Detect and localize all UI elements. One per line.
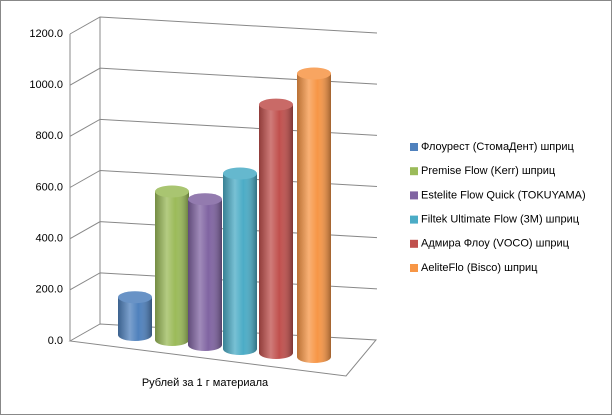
grid-line [69, 67, 378, 86]
bar-top-shade [297, 67, 331, 80]
legend-swatch [410, 239, 418, 248]
bar-top-shade [259, 98, 293, 111]
bar-shade [155, 191, 189, 346]
legend-swatch [410, 264, 418, 272]
bar-top-shade [223, 167, 257, 180]
bar-top [188, 193, 222, 206]
bar-top-shade [118, 291, 152, 304]
legend-label: AeliteFlo (Bisco) шприц [421, 262, 538, 274]
legend-swatch [410, 215, 418, 224]
bar-top [118, 291, 152, 304]
bar-shade [259, 104, 293, 359]
y-tick-label: 1200.0 [29, 28, 63, 40]
bar-shade [223, 173, 257, 355]
legend-label: Premise Flow (Kerr) шприц [421, 165, 556, 177]
floor [68, 323, 378, 377]
legend-label: Filtek Ultimate Flow (3M) шприц [421, 214, 580, 226]
y-tick-label: 0.0 [48, 335, 63, 347]
legend-swatch [410, 143, 418, 151]
legend-swatch [410, 167, 418, 176]
y-tick-label: 600.0 [35, 181, 63, 193]
bar-shade [297, 73, 331, 363]
legend-label: Адмира Флоу (VOCO) шприц [421, 238, 570, 250]
x-tick-label: Рублей за 1 г материала [142, 377, 269, 389]
bar-top-shade [155, 185, 189, 198]
bar-top [223, 167, 257, 180]
y-tick-label: 200.0 [35, 284, 63, 296]
bar-top [297, 67, 331, 80]
bar-shade [118, 297, 152, 341]
y-tick-label: 800.0 [35, 130, 63, 142]
legend-label: Estelite Flow Quick (TOKUYAMA) [421, 189, 586, 201]
legend-swatch [410, 191, 418, 200]
bar-top [155, 185, 189, 198]
bar-shade [188, 199, 222, 351]
y-tick-label: 400.0 [35, 233, 63, 245]
y-tick-label: 1000.0 [29, 79, 63, 91]
bar-top-shade [188, 193, 222, 206]
bar-top [259, 98, 293, 111]
grid-line [69, 16, 378, 35]
legend-label: Флоурест (СтомаДент) шприц [421, 141, 575, 153]
